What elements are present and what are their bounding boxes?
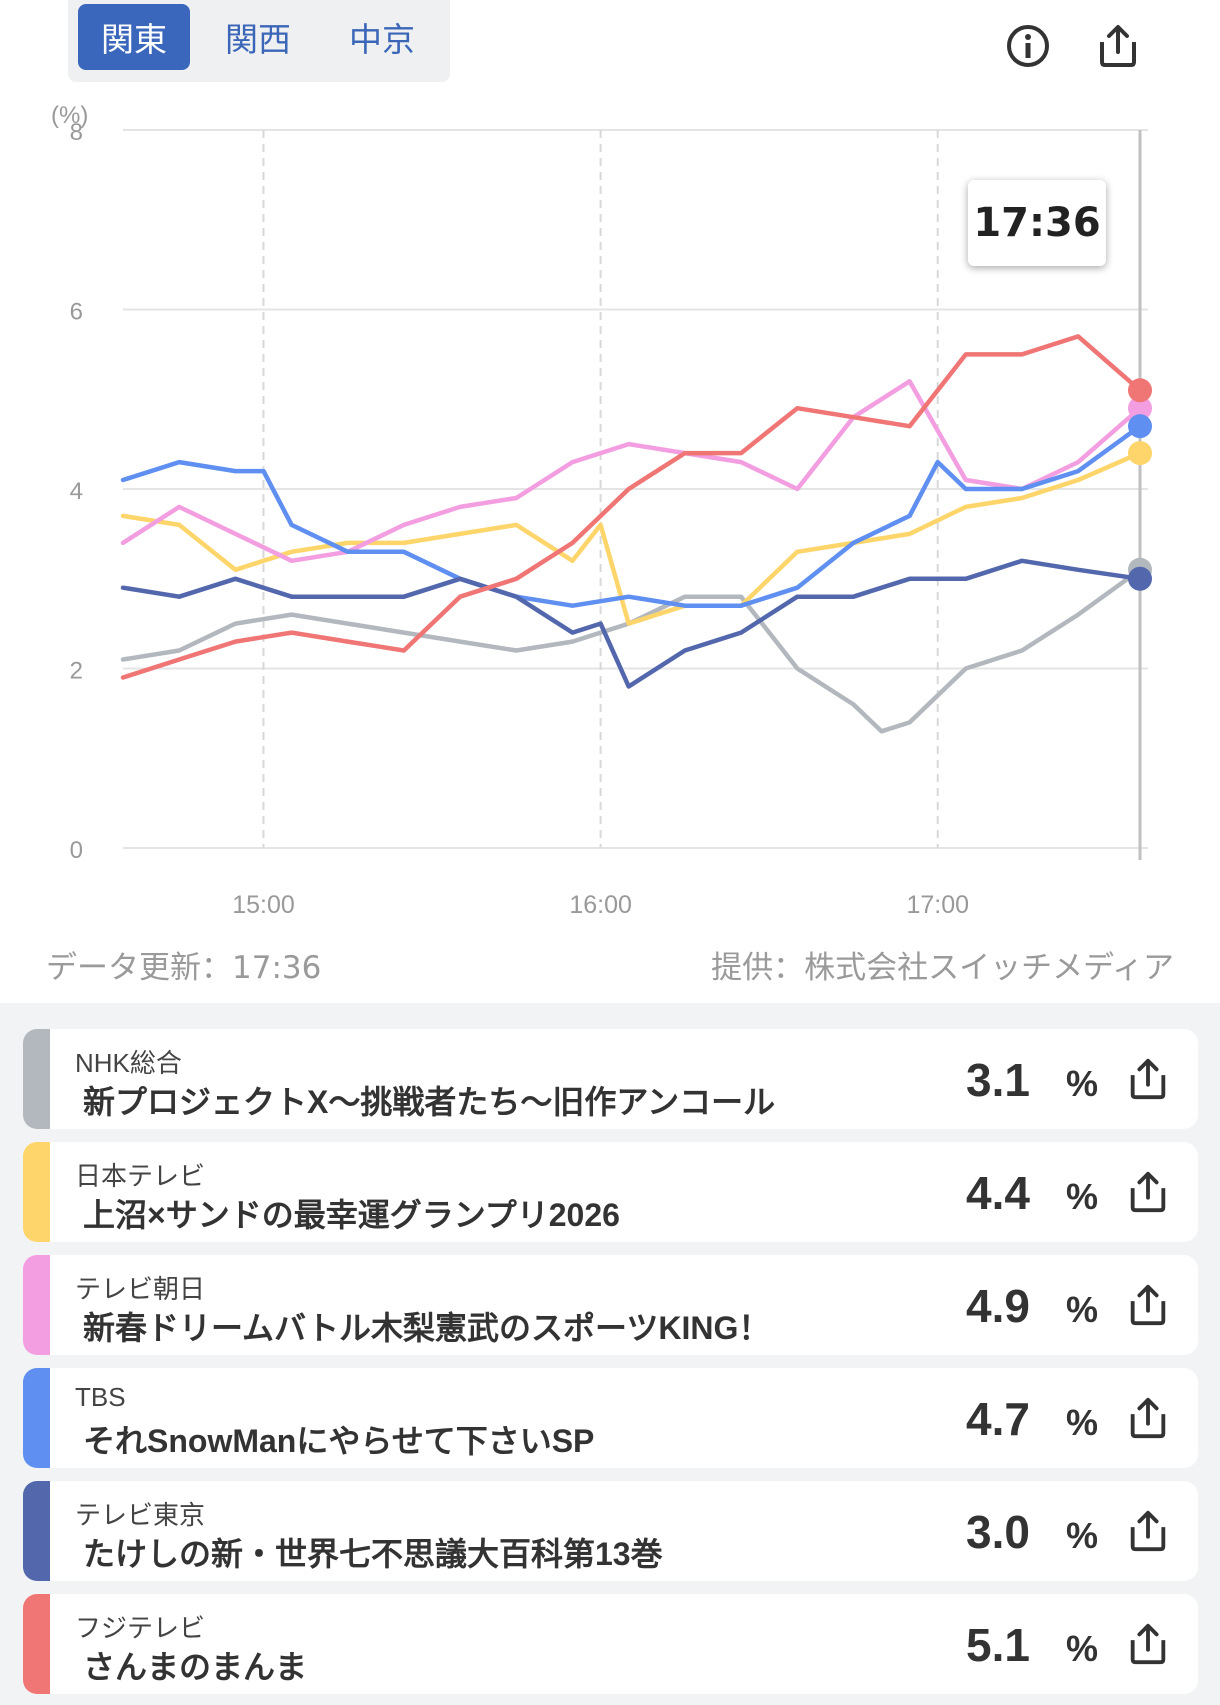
x-tick-label: 17:00 bbox=[906, 891, 969, 919]
station-name: テレビ朝日 bbox=[75, 1274, 206, 1304]
y-tick-label: 8 bbox=[70, 119, 83, 146]
share-icon[interactable] bbox=[1122, 1392, 1174, 1444]
station-color-bar bbox=[23, 1481, 50, 1581]
station-row-ntv[interactable]: 日本テレビ 上沼×サンドの最幸運グランプリ2026 4.4 % bbox=[23, 1142, 1198, 1242]
station-name: NHK総合 bbox=[75, 1048, 182, 1078]
rating-value: 5.1 bbox=[966, 1619, 1030, 1671]
share-icon[interactable] bbox=[1122, 1505, 1174, 1557]
station-name: フジテレビ bbox=[75, 1613, 206, 1643]
series-end-marker bbox=[1128, 566, 1152, 591]
rating-unit: % bbox=[1065, 1063, 1098, 1104]
data-updated-label: データ更新：17:36 bbox=[46, 950, 322, 986]
station-name: TBS bbox=[75, 1382, 126, 1412]
share-icon[interactable] bbox=[1122, 1166, 1174, 1218]
program-title: 新プロジェクトX〜挑戦者たち〜旧作アンコール bbox=[83, 1084, 776, 1120]
series-line bbox=[120, 558, 1143, 689]
rating-unit: % bbox=[1065, 1628, 1098, 1669]
info-icon[interactable] bbox=[1000, 18, 1056, 74]
tab-kansai[interactable]: 関西 bbox=[225, 20, 291, 59]
rating-unit: % bbox=[1065, 1176, 1098, 1217]
program-title: 新春ドリームバトル木梨憲武のスポーツKING！ bbox=[83, 1310, 771, 1346]
line-chart: 0 2 4 6 8(%) 15:00 16:00 17:00 bbox=[51, 102, 1152, 919]
share-icon[interactable] bbox=[1090, 18, 1146, 74]
series-line bbox=[120, 379, 1143, 564]
station-list: NHK総合 新プロジェクトX〜挑戦者たち〜旧作アンコール 3.1 % 日本テレビ… bbox=[0, 1003, 1220, 1705]
rating-unit: % bbox=[1065, 1402, 1098, 1443]
series-line bbox=[120, 567, 1143, 734]
station-color-bar bbox=[23, 1594, 50, 1694]
share-icon[interactable] bbox=[1122, 1279, 1174, 1331]
program-title: たけしの新・世界七不思議大百科第13巻 bbox=[83, 1536, 663, 1572]
station-row-fuji[interactable]: フジテレビ さんまのまんま 5.1 % bbox=[23, 1594, 1198, 1694]
series-line bbox=[120, 334, 1143, 680]
rating-value: 3.0 bbox=[966, 1506, 1030, 1558]
series-end-marker bbox=[1128, 396, 1152, 421]
station-row-tv-tokyo[interactable]: テレビ東京 たけしの新・世界七不思議大百科第13巻 3.0 % bbox=[23, 1481, 1198, 1581]
station-row-tv-asahi[interactable]: テレビ朝日 新春ドリームバトル木梨憲武のスポーツKING！ 4.9 % bbox=[23, 1255, 1198, 1355]
rating-value: 4.4 bbox=[966, 1167, 1030, 1219]
series-end-marker bbox=[1128, 441, 1152, 466]
rating-value: 4.9 bbox=[966, 1280, 1030, 1332]
station-row-nhk[interactable]: NHK総合 新プロジェクトX〜挑戦者たち〜旧作アンコール 3.1 % bbox=[23, 1029, 1198, 1129]
y-axis-label: (%) bbox=[51, 102, 88, 129]
x-tick-label: 15:00 bbox=[232, 891, 295, 919]
y-tick-label: 0 bbox=[70, 837, 83, 864]
rating-value: 4.7 bbox=[966, 1393, 1030, 1445]
y-tick-label: 2 bbox=[70, 658, 83, 685]
region-tab-bar: 関東 関西 中京 bbox=[68, 0, 450, 82]
station-row-tbs[interactable]: TBS それSnowManにやらせて下さいSP 4.7 % bbox=[23, 1368, 1198, 1468]
station-color-bar bbox=[23, 1255, 50, 1355]
series-line bbox=[120, 450, 1143, 626]
program-title: さんまのまんま bbox=[83, 1649, 308, 1685]
tab-chukyo[interactable]: 中京 bbox=[349, 20, 415, 59]
station-color-bar bbox=[23, 1029, 50, 1129]
station-color-bar bbox=[23, 1142, 50, 1242]
series-line bbox=[120, 423, 1143, 608]
rating-unit: % bbox=[1065, 1289, 1098, 1330]
program-title: 上沼×サンドの最幸運グランプリ2026 bbox=[83, 1197, 620, 1233]
y-tick-label: 6 bbox=[70, 299, 83, 326]
series-end-marker bbox=[1128, 378, 1152, 403]
share-icon[interactable] bbox=[1122, 1053, 1174, 1105]
program-title: それSnowManにやらせて下さいSP bbox=[83, 1423, 595, 1459]
rating-chart: 0 2 4 6 8 (%) 15:00 16:00 17:00 17:36 bbox=[0, 95, 1220, 935]
rating-unit: % bbox=[1065, 1515, 1098, 1556]
station-color-bar bbox=[23, 1368, 50, 1468]
station-name: 日本テレビ bbox=[75, 1161, 206, 1191]
series-end-marker bbox=[1128, 414, 1152, 439]
share-icon[interactable] bbox=[1122, 1618, 1174, 1670]
data-provider-label: 提供：株式会社スイッチメディア bbox=[711, 950, 1174, 986]
station-name: テレビ東京 bbox=[75, 1500, 206, 1530]
tab-kanto[interactable]: 関東 bbox=[78, 4, 190, 70]
y-tick-label: 4 bbox=[70, 478, 83, 505]
rating-value: 3.1 bbox=[966, 1054, 1030, 1106]
time-tooltip: 17:36 bbox=[968, 180, 1106, 266]
x-tick-label: 16:00 bbox=[569, 891, 632, 919]
